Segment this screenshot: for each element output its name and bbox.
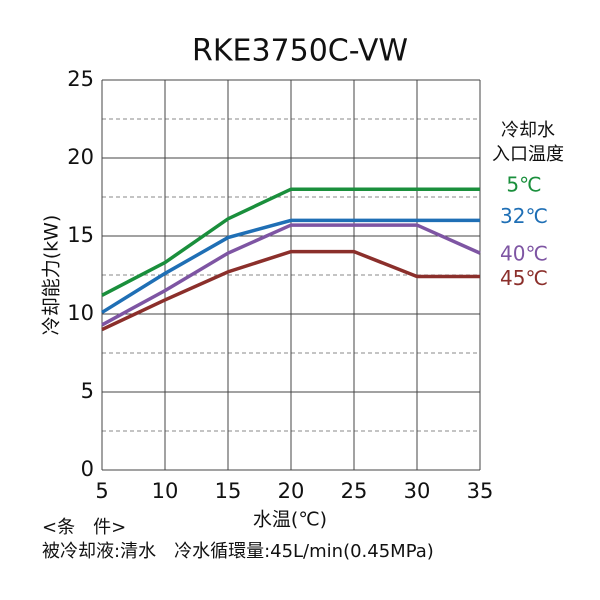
x-tick-label: 20 bbox=[278, 479, 305, 503]
series-line bbox=[101, 187, 480, 297]
y-tick-label: 25 bbox=[67, 67, 94, 91]
series-line bbox=[101, 218, 480, 314]
series-line bbox=[101, 249, 480, 332]
x-tick-label: 5 bbox=[95, 479, 108, 503]
y-axis-label: 冷却能力(kW) bbox=[41, 215, 63, 336]
x-tick-label: 25 bbox=[341, 479, 368, 503]
x-axis-label: 水温(℃) bbox=[253, 509, 327, 531]
x-tick-label: 15 bbox=[215, 479, 242, 503]
legend-label: 5℃ bbox=[506, 173, 541, 197]
legend-label: 45℃ bbox=[500, 266, 548, 290]
y-tick-label: 15 bbox=[67, 223, 94, 247]
legend-label: 32℃ bbox=[500, 204, 548, 228]
legend-label: 40℃ bbox=[500, 242, 548, 266]
y-tick-label: 20 bbox=[67, 145, 94, 169]
x-tick-label: 35 bbox=[467, 479, 494, 503]
x-tick-label: 10 bbox=[152, 479, 179, 503]
y-tick-label: 5 bbox=[81, 379, 94, 403]
chart-title: RKE3750C-VW bbox=[192, 34, 408, 69]
series-line bbox=[101, 223, 481, 327]
legend-title: 入口温度 bbox=[492, 144, 564, 165]
note: 被冷却液:清水 冷水循環量:45L/min(0.45MPa) bbox=[42, 541, 434, 562]
x-tick-label: 30 bbox=[404, 479, 431, 503]
legend-title: 冷却水 bbox=[501, 120, 555, 141]
y-tick-label: 0 bbox=[81, 457, 94, 481]
note: <条 件> bbox=[42, 517, 126, 538]
y-tick-label: 10 bbox=[67, 301, 94, 325]
